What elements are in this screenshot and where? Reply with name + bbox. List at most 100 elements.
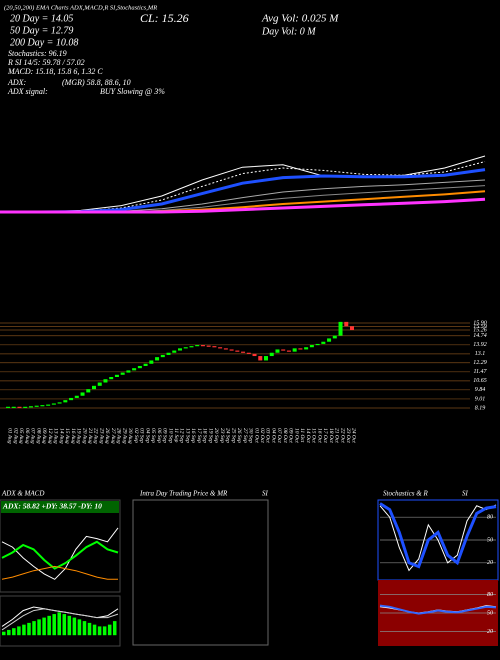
date-label: 28 Aug: [116, 428, 122, 444]
date-label: 19 Sep: [207, 428, 213, 443]
y-tick-label: 14.74: [473, 332, 487, 339]
candle: [172, 350, 177, 353]
annotation-band: [1, 501, 119, 513]
candle: [241, 351, 246, 353]
macd-histogram-bar: [77, 619, 82, 636]
candle: [34, 405, 39, 407]
candle: [304, 347, 309, 350]
date-label: 02 Sep: [133, 428, 139, 443]
date-label: 22 Aug: [93, 428, 99, 444]
candle: [28, 406, 33, 408]
date-label: 18 Sep: [202, 428, 208, 443]
date-label: 08 Oct: [282, 428, 288, 443]
macd-histogram-bar: [2, 631, 6, 636]
macd-histogram-bar: [42, 617, 46, 636]
date-label: 13 Sep: [184, 428, 190, 443]
indicator-line: [1, 565, 118, 580]
candle: [206, 345, 211, 347]
date-label: 20 Aug: [81, 428, 87, 444]
date-label: 22 Oct: [339, 428, 345, 443]
candle: [264, 356, 268, 361]
date-label: 11 Sep: [173, 428, 179, 443]
candle: [344, 321, 349, 327]
macd-histogram-bar: [112, 621, 117, 636]
y-tick-label: 50: [487, 537, 493, 543]
ema-50: 50 Day = 12.79: [10, 25, 73, 36]
date-label: 05 Aug: [18, 428, 24, 444]
panel-title: Intra Day Trading Price & MR: [139, 490, 228, 498]
date-label: 21 Oct: [334, 428, 340, 443]
date-label: 23 Oct: [345, 428, 351, 443]
date-label: 10 Oct: [293, 428, 299, 443]
date-label: 21 Aug: [87, 428, 93, 444]
panel-title: Stochastics & R: [383, 490, 428, 498]
candle: [275, 349, 280, 353]
candle: [23, 406, 28, 408]
candle: [178, 348, 182, 351]
date-label: 19 Aug: [76, 428, 82, 444]
date-label: 02 Oct: [259, 428, 265, 443]
date-label: 08 Aug: [35, 428, 41, 444]
macd-histogram-bar: [57, 612, 62, 636]
candle: [195, 345, 200, 347]
macd-histogram-bar: [37, 619, 41, 636]
date-label: 16 Oct: [316, 428, 322, 443]
indicator-line: [0, 168, 486, 214]
date-label: 30 Aug: [127, 427, 133, 444]
panel-subtitle: SI: [262, 490, 269, 498]
date-label: 23 Aug: [98, 428, 104, 444]
candle: [235, 350, 240, 352]
date-label: 07 Aug: [30, 428, 36, 444]
candle: [286, 350, 291, 352]
y-tick-label: 20: [487, 629, 493, 635]
ema-20: 20 Day = 14.05: [10, 13, 73, 24]
candle: [292, 348, 297, 352]
panel-subtitle: SI: [462, 490, 469, 498]
date-label: 04 Oct: [270, 428, 277, 443]
candle: [80, 392, 85, 396]
date-label: 27 Aug: [110, 428, 116, 444]
date-label: 14 Oct: [305, 428, 312, 443]
macd-histogram-bar: [12, 628, 16, 636]
macd-histogram-bar: [22, 624, 26, 636]
candle: [103, 379, 108, 383]
indicator-line: [379, 504, 497, 572]
date-label: 15 Aug: [64, 428, 70, 444]
date-label: 17 Sep: [196, 428, 202, 443]
candle: [200, 345, 205, 347]
rsi: R SI 14/5: 59.78 / 57.02: [7, 58, 85, 67]
date-label: 29 Aug: [121, 428, 127, 444]
y-tick-label: 15.59: [473, 324, 487, 330]
macd-histogram-bar: [17, 626, 21, 636]
y-tick-label: 9.01: [475, 396, 486, 402]
y-tick-label: 80: [487, 592, 493, 598]
candle: [137, 365, 142, 369]
panel-annotation: ADX: 58.82 +DY: 38.57 -DY: 10: [2, 502, 102, 511]
candle: [132, 368, 137, 371]
candle: [57, 402, 62, 404]
date-label: 26 Aug: [104, 428, 110, 444]
date-label: 03 Sep: [139, 428, 145, 443]
candle: [46, 404, 51, 406]
macd-histogram-bar: [67, 615, 72, 636]
date-label: 23 Sep: [219, 428, 225, 443]
candle: [126, 370, 131, 373]
candle: [109, 377, 114, 380]
date-label: 06 Sep: [156, 428, 162, 443]
candle: [40, 405, 45, 407]
indicator-line: [1, 540, 119, 570]
y-tick-label: 80: [487, 515, 493, 521]
date-label: 11 Oct: [299, 428, 305, 443]
macd-histogram-bar: [62, 614, 67, 636]
date-label: 27 Sep: [242, 428, 248, 443]
candle: [281, 349, 286, 351]
macd-histogram-bar: [47, 615, 51, 636]
close-price: CL: 15.26: [140, 11, 189, 25]
day-volume: Day Vol: 0 M: [261, 26, 316, 37]
date-label: 12 Aug: [47, 428, 53, 444]
candle: [51, 403, 56, 405]
indicator-line: [379, 502, 497, 569]
intraday-panel: [132, 499, 269, 646]
date-label: 30 Sep: [248, 427, 254, 443]
